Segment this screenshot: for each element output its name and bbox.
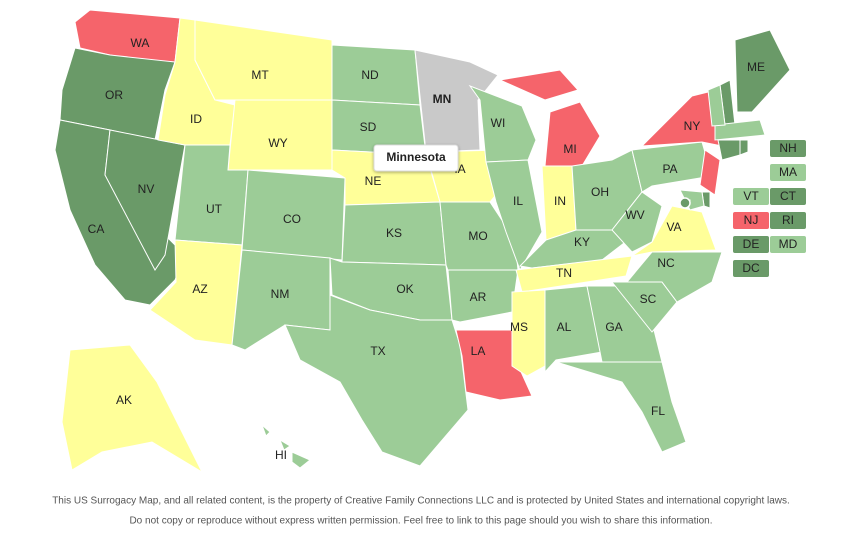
small-state-box[interactable] [770,236,806,253]
small-state-label: NH [779,141,796,155]
small-state-box[interactable] [733,188,769,205]
state-label: NY [684,119,701,133]
small-state-label: MA [779,165,797,179]
state-label: TN [556,266,572,280]
state-shape[interactable] [544,285,603,374]
state-label: IN [554,194,566,208]
small-state-box[interactable] [733,236,769,253]
state-label: NM [271,287,290,301]
state-shape[interactable] [515,255,633,293]
state-label: NC [657,256,675,270]
state-label: ME [747,60,765,74]
state-label: CO [283,212,301,226]
state-label: ID [190,112,202,126]
state-label: AL [557,320,572,334]
small-state-box[interactable] [770,140,806,157]
tooltip: Minnesota [373,144,459,172]
state-label: NE [365,174,382,188]
state-shape[interactable] [717,139,741,161]
state-label: OK [396,282,413,296]
footer-line: This US Surrogacy Map, and all related c… [52,496,790,507]
small-state-box[interactable] [733,212,769,229]
state-shape[interactable] [544,101,601,167]
small-state-label: DC [742,261,760,275]
state-label: GA [605,320,622,334]
small-state-label: RI [782,213,794,227]
state-label: UT [206,202,223,216]
state-shape[interactable] [227,99,333,171]
state-shape[interactable] [511,289,546,377]
state-label: SC [640,292,657,306]
state-shape[interactable] [194,19,333,101]
small-state-label: NJ [744,213,759,227]
state-label: MS [510,320,528,334]
small-state-box[interactable] [733,260,769,277]
state-label: SD [360,120,377,134]
state-shape[interactable] [61,344,204,474]
state-label: TX [370,344,385,358]
state-label: AZ [192,282,207,296]
state-label: HI [275,448,287,462]
state-shape[interactable] [707,84,726,127]
state-shape[interactable] [555,361,687,453]
state-shape[interactable] [739,139,749,156]
small-states: NH MA VT CT NJ RI DE MD DC [679,79,806,277]
small-state-label: CT [780,189,797,203]
state-label: AR [470,290,487,304]
state-label: MT [251,68,269,82]
state-shape[interactable] [291,451,311,469]
small-state-label: MD [779,237,798,251]
state-shape[interactable] [611,191,663,253]
small-state-box[interactable] [770,188,806,205]
state-label: PA [662,162,677,176]
dc-marker [679,197,691,209]
state-label: MI [563,142,576,156]
state-label: IL [513,194,523,208]
small-state-box[interactable] [770,212,806,229]
state-shape[interactable] [734,29,791,113]
small-state-box[interactable] [770,164,806,181]
state-label: MO [468,229,487,243]
state-label: NV [138,182,155,196]
state-shape[interactable] [631,141,713,193]
state-label: IA [454,162,465,176]
state-label: OH [591,185,609,199]
state-label: OR [105,88,123,102]
tooltip-box [373,144,459,172]
state-shape[interactable] [714,119,766,141]
state-shape[interactable] [699,149,721,196]
state-label: LA [471,344,486,358]
state-label: WV [625,208,644,222]
state-label: CA [88,222,105,236]
state-label: ND [361,68,379,82]
state-label: MN [433,92,452,106]
small-state-label: DE [743,237,760,251]
state-label: WI [491,116,506,130]
state-label: FL [651,404,665,418]
state-label: WY [268,136,287,150]
small-state-label: VT [743,189,759,203]
states: WA OR CA NV ID MT WY UT CO AZ NM ND SD NE KS OK TX MN IA MO… [54,9,791,474]
state-shape[interactable] [498,69,579,101]
state-label: AK [116,393,132,407]
state-label: VA [666,220,681,234]
state-label: KS [386,226,402,240]
state-label: WA [131,36,150,50]
footer-line: Do not copy or reproduce without express… [129,516,712,527]
state-shape[interactable] [447,269,519,323]
tooltip-text: Minnesota [386,150,446,164]
state-shape[interactable] [284,294,469,467]
state-shape[interactable] [261,424,271,437]
state-shape[interactable] [278,438,291,451]
state-shape[interactable] [149,239,243,346]
state-label: KY [574,235,590,249]
